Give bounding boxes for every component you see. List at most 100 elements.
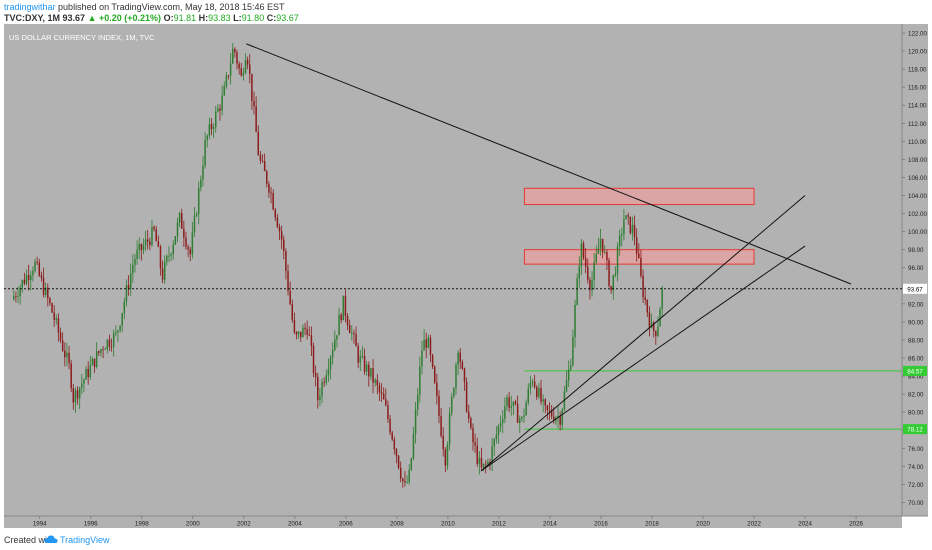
candle[interactable] [53,312,55,320]
candle[interactable] [81,383,83,388]
trend-line[interactable] [246,43,852,285]
candle[interactable] [291,304,294,321]
candle[interactable] [495,434,498,440]
time-axis-area[interactable] [4,516,902,528]
candle[interactable] [289,290,291,305]
candle[interactable] [512,401,515,407]
candle[interactable] [202,165,204,180]
candle[interactable] [516,404,519,423]
tradingview-brand-link[interactable]: TradingView [60,535,110,545]
candle[interactable] [589,279,591,291]
candle[interactable] [104,349,106,350]
candle[interactable] [319,396,321,401]
candle[interactable] [215,111,217,128]
candle[interactable] [217,108,219,112]
candle[interactable] [478,457,481,464]
candle[interactable] [606,252,608,261]
candle[interactable] [355,334,357,347]
candle[interactable] [36,261,38,263]
candle[interactable] [155,229,157,242]
candle[interactable] [121,313,123,326]
candle[interactable] [346,315,349,326]
candle[interactable] [268,183,270,193]
candle[interactable] [463,368,466,382]
candle[interactable] [580,243,583,267]
candle[interactable] [321,382,323,397]
candle[interactable] [397,455,400,468]
candle[interactable] [242,73,245,76]
candle[interactable] [274,209,277,218]
candle[interactable] [285,251,287,272]
candle[interactable] [453,388,455,397]
candle[interactable] [616,246,619,274]
candle[interactable] [555,417,557,422]
candle[interactable] [106,339,109,350]
candle[interactable] [387,405,389,419]
candle[interactable] [64,350,66,358]
candle[interactable] [412,433,415,459]
candle[interactable] [15,296,17,297]
candle[interactable] [166,256,168,262]
candle[interactable] [612,275,615,291]
candle[interactable] [380,392,383,394]
price-chart[interactable]: US DOLLAR CURRENCY INDEX, 1M, TVC 122.00… [0,24,932,528]
candle[interactable] [59,332,62,341]
candle[interactable] [200,179,202,188]
candle[interactable] [323,382,325,383]
candle[interactable] [344,295,347,316]
candle[interactable] [17,296,19,297]
candle[interactable] [100,349,102,353]
candle[interactable] [446,444,449,466]
candle[interactable] [574,304,576,338]
candle[interactable] [257,131,260,155]
candle[interactable] [540,387,542,402]
candle[interactable] [621,234,623,236]
candle[interactable] [219,108,221,111]
candle[interactable] [642,275,644,298]
candle[interactable] [382,393,385,400]
candle[interactable] [399,467,402,479]
candle[interactable] [23,280,26,284]
candle[interactable] [363,355,366,372]
candle[interactable] [146,239,149,242]
candle[interactable] [385,399,387,406]
candle[interactable] [625,215,627,220]
candle[interactable] [204,139,206,166]
candle[interactable] [657,326,659,336]
candle[interactable] [159,246,162,269]
candle[interactable] [646,300,649,313]
candle[interactable] [308,334,311,336]
trend-line[interactable] [480,245,806,472]
candle[interactable] [47,287,49,299]
candle[interactable] [168,255,170,257]
candle[interactable] [189,249,191,255]
candle[interactable] [255,106,257,132]
candle[interactable] [38,262,41,276]
candle[interactable] [129,273,132,289]
candle[interactable] [635,237,638,254]
candle[interactable] [310,335,313,346]
candle[interactable] [329,357,332,370]
plot-area[interactable] [4,24,902,516]
candle[interactable] [287,271,289,291]
candle[interactable] [584,257,587,267]
candle[interactable] [161,268,164,280]
candle[interactable] [13,296,15,300]
candle[interactable] [42,277,45,295]
candle[interactable] [21,280,24,288]
candle[interactable] [531,381,534,383]
candle[interactable] [521,417,523,419]
candle[interactable] [599,238,602,249]
candle[interactable] [197,187,200,214]
candle[interactable] [153,227,155,230]
candle[interactable] [70,363,72,389]
tradingview-cloud-icon[interactable] [44,533,58,545]
candle[interactable] [538,387,540,398]
candle[interactable] [144,239,147,246]
candle[interactable] [610,285,612,291]
candle[interactable] [25,274,28,284]
candle[interactable] [263,161,266,172]
candle[interactable] [51,303,53,313]
candle[interactable] [604,252,606,253]
candle[interactable] [327,369,330,376]
